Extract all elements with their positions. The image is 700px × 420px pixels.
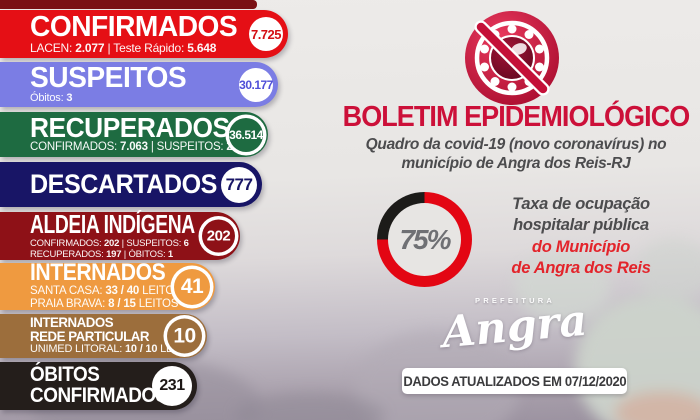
stat-bar-internados: INTERNADOS SANTA CASA: 33 / 40 LEITOS PRAI… — [0, 259, 215, 311]
occupancy-caption-line-3: do Município — [531, 237, 631, 256]
stat-bar-title: CONFIRMADOS — [30, 10, 238, 43]
stat-bar-title: ÓBITOS — [30, 363, 100, 387]
no-coronavirus-icon — [465, 11, 559, 105]
stat-bar-detail: CONFIRMADOS: 202 | SUSPEITOS: 6 — [30, 237, 189, 249]
stat-bar-title: DESCARTADOS — [30, 169, 217, 200]
stat-bar-title: REDE PARTICULAR — [30, 327, 149, 344]
last-updated-badge: DADOS ATUALIZADOS EM 07/12/2020 — [402, 368, 627, 394]
occupancy-caption-line-1: Taxa de ocupação — [512, 195, 650, 213]
stat-badge-internados-rede-particular: 10 — [167, 318, 202, 354]
logo-prefeitura-text: PREFEITURA — [475, 296, 555, 305]
occupancy-caption: Taxa de ocupação hospitalar pública do M… — [495, 194, 667, 280]
donut-center: 75% — [388, 203, 461, 276]
stat-bar-title: INTERNADOS — [30, 259, 166, 287]
bulletin-subtitle: Quadro da covid-19 (novo coronavírus) no… — [346, 136, 686, 174]
subtitle-line-1: Quadro da covid-19 (novo coronavírus) no — [365, 136, 667, 153]
stat-badge-recuperados: 36.514 — [229, 117, 263, 152]
stat-bar-recuperados: RECUPERADOS CONFIRMADOS: 7.063 | SUSPEITO… — [0, 112, 268, 157]
top-accent-strip — [0, 0, 257, 9]
stat-badge-obitos-confirmados: 231 — [152, 366, 192, 406]
stat-badge-aldeia-indigena: 202 — [202, 219, 235, 253]
stat-bar-descartados: DESCARTADOS 777 — [0, 162, 262, 207]
stat-bar-detail: RECUPERADOS: 197 | ÓBITOS: 1 — [30, 248, 173, 260]
stat-badge-descartados: 777 — [221, 166, 257, 203]
stat-bar-obitos-confirmados: ÓBITOS CONFIRMADOS 231 — [0, 362, 197, 410]
stat-bar-aldeia-indigena: ALDEIA INDÍGENA CONFIRMADOS: 202 | SUSPEI… — [0, 209, 240, 260]
stat-badge-suspeitos: 30.177 — [239, 67, 273, 102]
stat-bar-detail: Óbitos: 3 — [30, 92, 73, 105]
stat-bar-confirmados: CONFIRMADOS LACEN: 2.077 | Teste Rápido: … — [0, 10, 288, 58]
stat-badge-confirmados: 7.725 — [249, 17, 283, 51]
stat-bar-suspeitos: SUSPEITOS Óbitos: 3 30.177 — [0, 62, 278, 107]
stat-bar-detail: SANTA CASA: 33 / 40 LEITOS — [30, 284, 182, 297]
stat-bar-title: ALDEIA INDÍGENA — [30, 209, 195, 240]
stat-bar-title: RECUPERADOS — [30, 112, 230, 143]
occupancy-percent: 75% — [399, 223, 451, 255]
stat-bar-detail: PRAIA BRAVA: 8 / 15 LEITOS — [30, 298, 179, 311]
prefeitura-angra-logo: PREFEITURA Angra — [430, 296, 600, 358]
stat-bar-title: INTERNADOS — [30, 313, 114, 330]
stat-badge-internados: 41 — [174, 268, 210, 305]
subtitle-line-2: município de Angra dos Reis-RJ — [401, 154, 631, 172]
stat-bar-internados-rede-particular: INTERNADOS REDE PARTICULAR UNIMED LITORAL:… — [0, 314, 207, 358]
bulletin-title: BOLETIM EPIDEMIOLÓGICO — [342, 101, 691, 133]
hospital-occupancy-donut-chart: 75% — [377, 192, 472, 287]
last-updated-text: DADOS ATUALIZADOS EM 07/12/2020 — [403, 373, 626, 389]
stat-bar-title: CONFIRMADOS — [30, 384, 168, 407]
stat-bar-title: SUSPEITOS — [30, 61, 187, 94]
occupancy-caption-line-4: de Angra dos Reis — [511, 259, 651, 278]
occupancy-caption-line-2: hospitalar pública — [513, 216, 649, 235]
stat-bar-detail: LACEN: 2.077 | Teste Rápido: 5.648 — [30, 41, 217, 56]
logo-angra-script: Angra — [440, 295, 590, 359]
